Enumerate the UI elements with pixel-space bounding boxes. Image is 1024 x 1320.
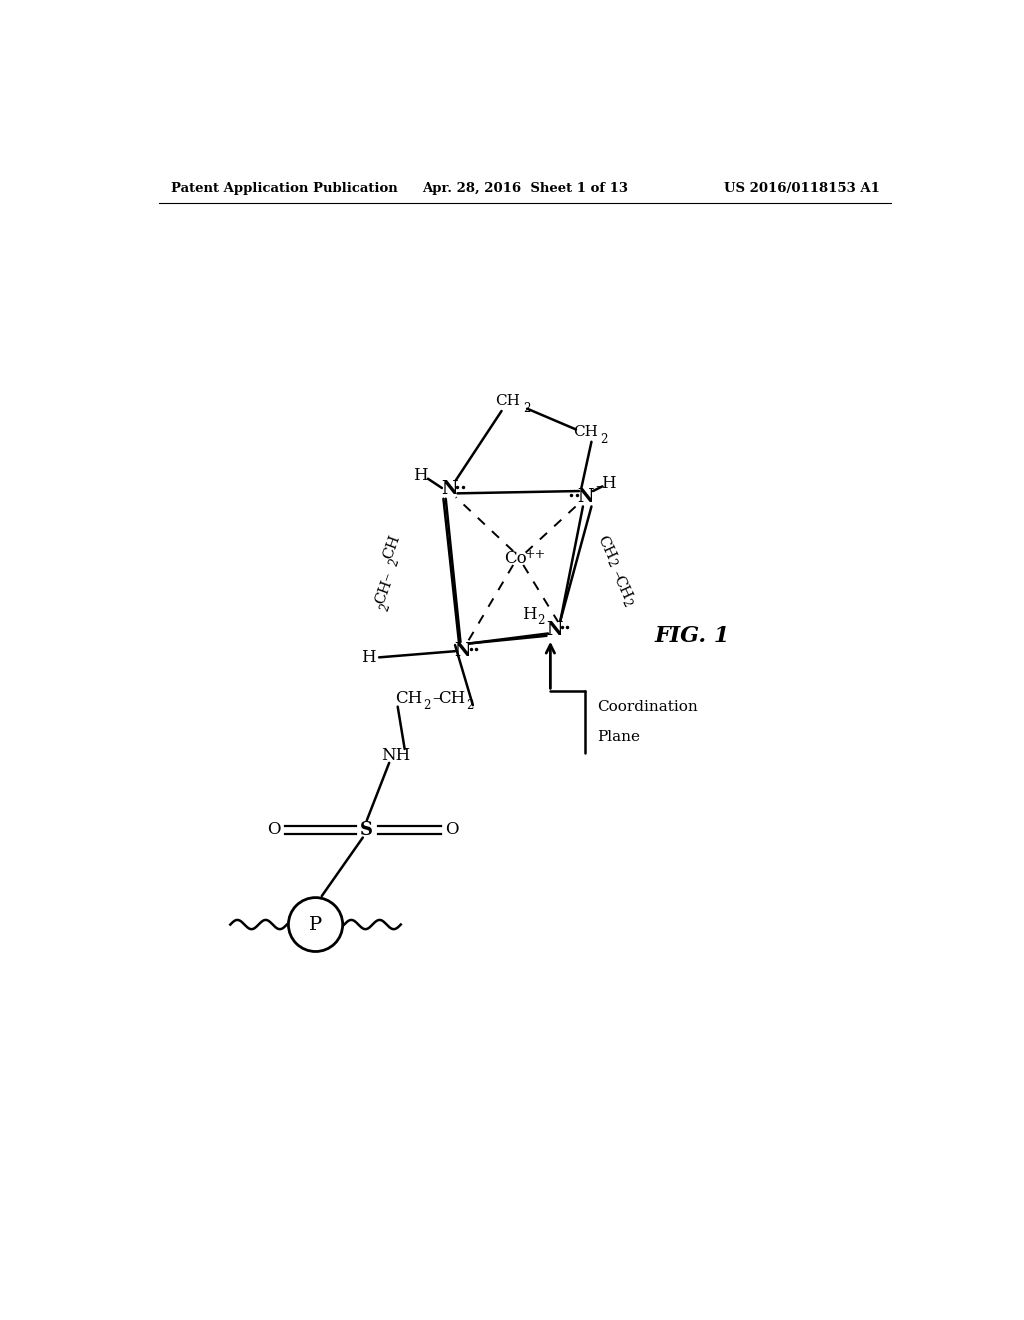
Text: CH: CH	[395, 690, 422, 708]
Text: CH: CH	[496, 393, 520, 408]
Text: CH: CH	[438, 690, 466, 708]
Text: 2: 2	[600, 433, 607, 446]
Text: 2: 2	[603, 557, 618, 569]
Text: –: –	[378, 570, 397, 583]
Text: O: O	[267, 821, 281, 838]
Text: 2: 2	[618, 597, 634, 609]
Text: Co: Co	[504, 550, 527, 568]
Text: Patent Application Publication: Patent Application Publication	[171, 182, 397, 194]
Text: 2: 2	[386, 557, 401, 569]
Text: CH: CH	[373, 578, 394, 606]
Text: NH: NH	[381, 747, 410, 764]
Text: O: O	[445, 821, 459, 838]
Text: P: P	[309, 916, 323, 933]
Text: FIG. 1: FIG. 1	[655, 624, 730, 647]
Text: Apr. 28, 2016  Sheet 1 of 13: Apr. 28, 2016 Sheet 1 of 13	[422, 182, 628, 194]
Text: CH: CH	[610, 574, 633, 602]
Text: N: N	[546, 620, 562, 639]
Text: CH: CH	[381, 533, 402, 561]
Text: H: H	[413, 467, 427, 484]
Text: –: –	[432, 690, 440, 708]
Text: H: H	[601, 475, 615, 492]
Text: 2: 2	[423, 698, 430, 711]
Text: CH: CH	[572, 425, 598, 438]
Text: N: N	[455, 643, 471, 660]
Text: N: N	[577, 488, 594, 506]
Text: N: N	[441, 480, 458, 499]
Text: S: S	[360, 821, 373, 838]
Text: 2: 2	[378, 602, 392, 612]
Text: Coordination: Coordination	[597, 700, 697, 714]
Text: 2: 2	[466, 698, 473, 711]
Text: 2: 2	[523, 403, 530, 416]
Text: ++: ++	[524, 548, 546, 561]
Text: H: H	[360, 649, 376, 665]
Text: Plane: Plane	[597, 730, 640, 744]
Text: US 2016/0118153 A1: US 2016/0118153 A1	[724, 182, 880, 194]
Text: –: –	[607, 566, 626, 582]
Text: H: H	[522, 606, 537, 623]
Text: 2: 2	[538, 614, 545, 627]
Text: –: –	[595, 478, 603, 495]
Text: CH: CH	[595, 533, 617, 561]
